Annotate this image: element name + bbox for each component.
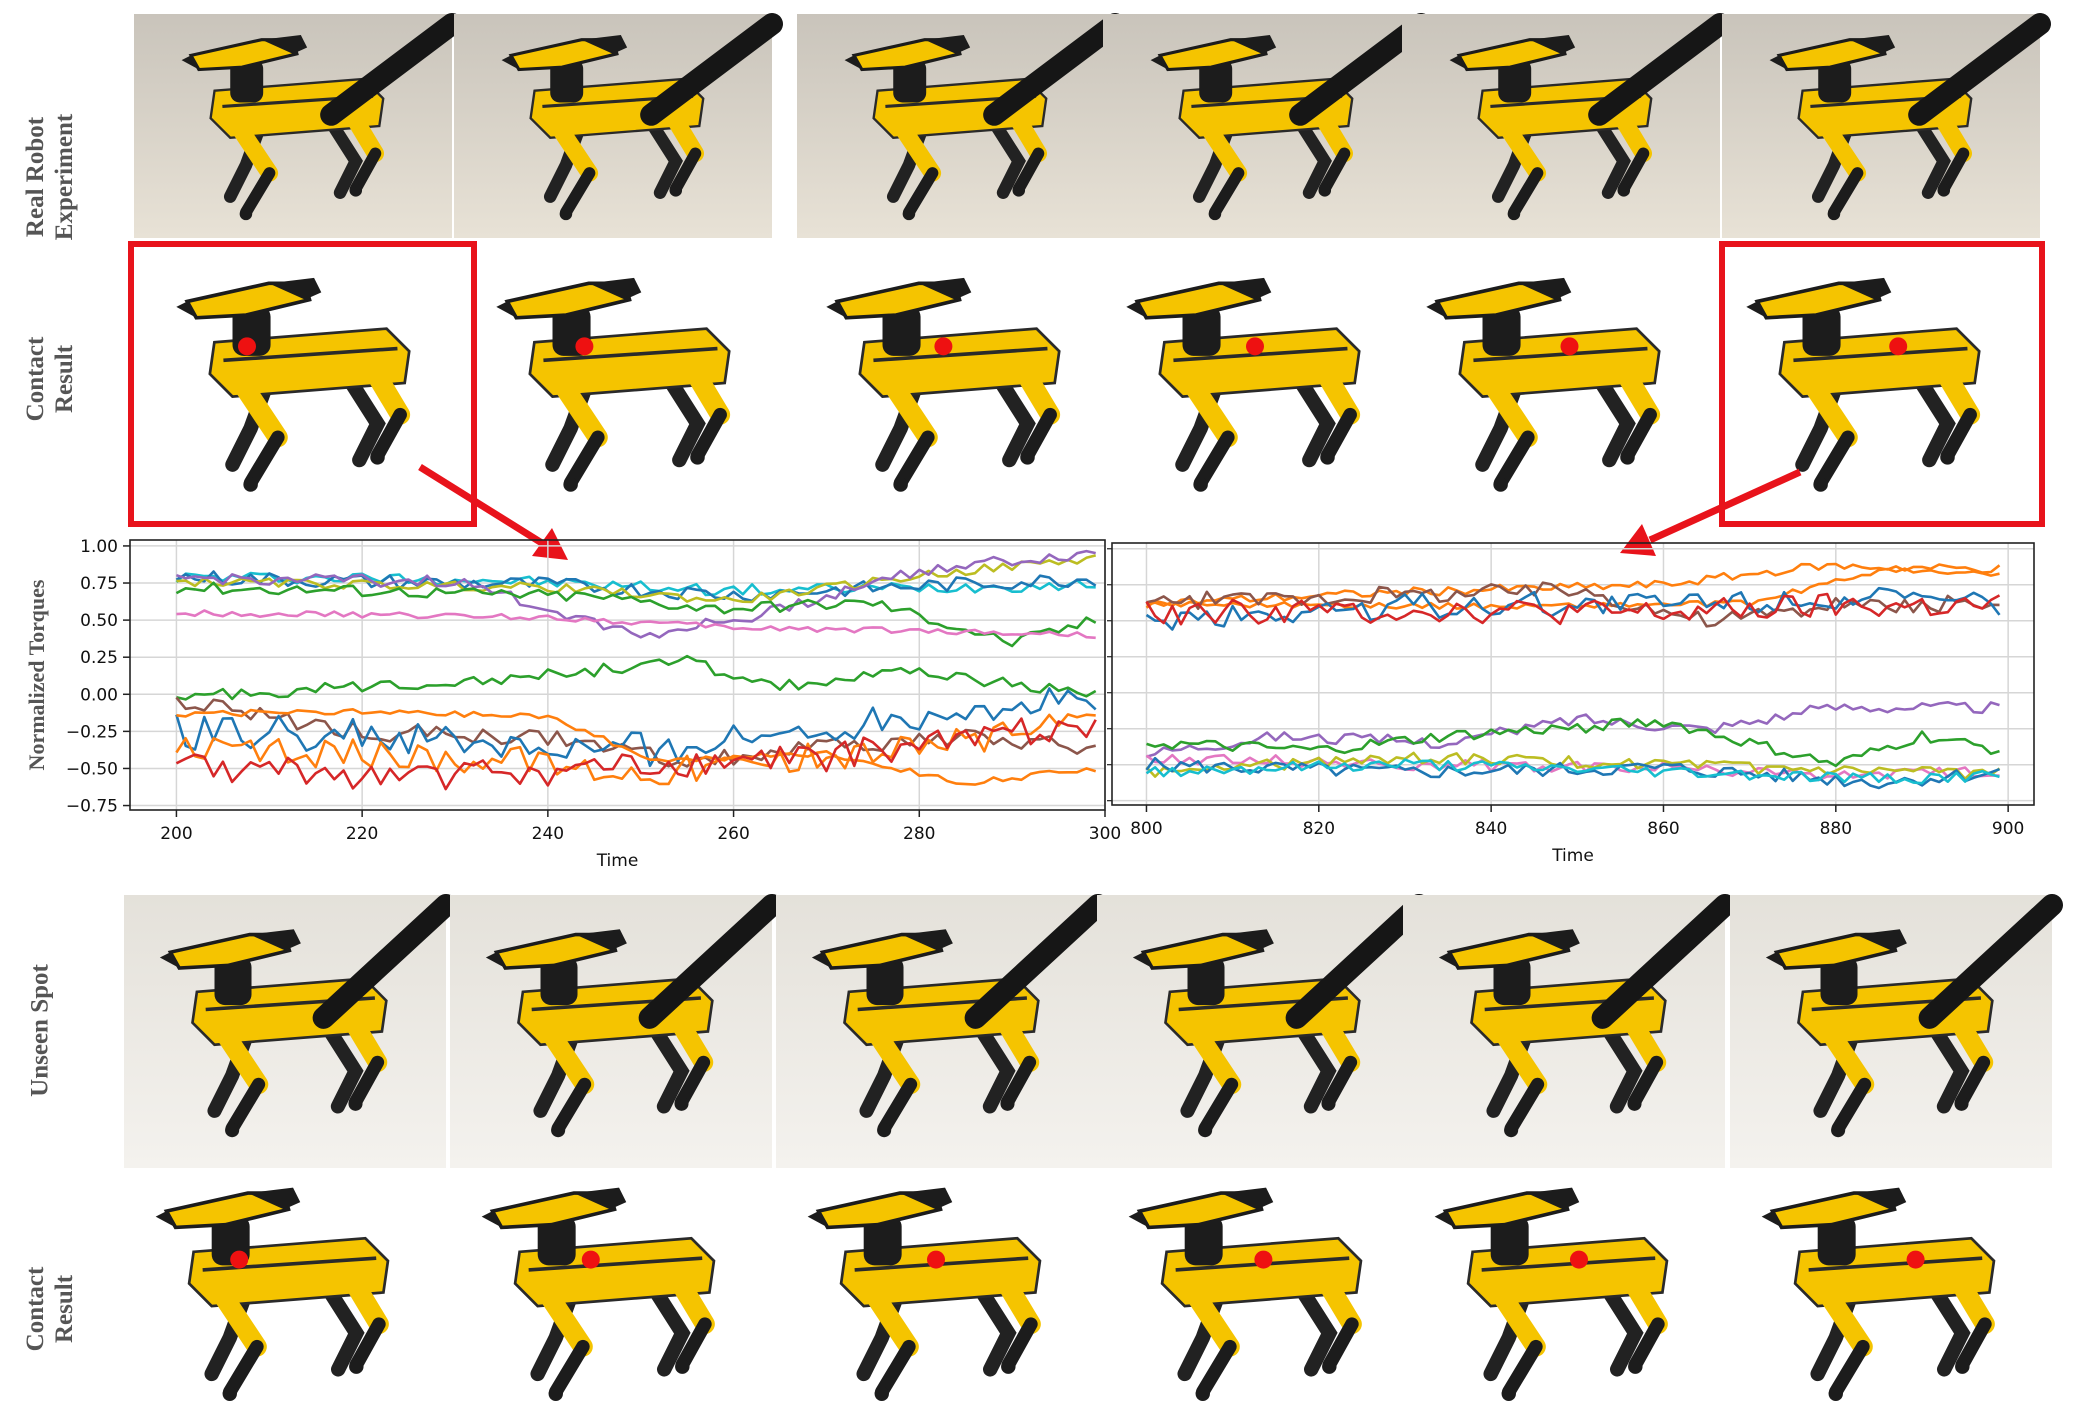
real-robot-photo-5 [1402, 13, 1731, 238]
series-line [1146, 701, 2000, 758]
contact-point-marker [1254, 1250, 1273, 1269]
series-line [175, 713, 1096, 786]
contact-point-marker [1560, 337, 1579, 356]
x-tick-label: 860 [1647, 819, 1679, 839]
x-axis-label: Time [596, 851, 639, 871]
series-line [175, 549, 1096, 639]
contact-point-marker [1246, 337, 1264, 356]
contact-point-marker [1570, 1250, 1588, 1269]
torque-chart-left: 200 220 240 260 280 300 1.00 0.75 0.50 0.25 0.00 −0… [66, 537, 1121, 871]
contact-result-bottom-2 [482, 1188, 714, 1401]
contact-point-marker [581, 1250, 600, 1269]
torque-chart-right: 800 820 840 860 880 900 Time [1107, 542, 2035, 866]
real-robot-photo-2 [454, 13, 783, 238]
arrow-right-to-chart [1620, 468, 1802, 556]
contact-point-marker [575, 337, 594, 356]
y-tick-label: −0.75 [66, 797, 118, 817]
y-tick-label: 0.50 [80, 611, 118, 631]
x-tick-label: 820 [1303, 819, 1335, 839]
series-line [176, 554, 1097, 604]
y-tick-label: −0.50 [66, 759, 118, 779]
y-tick-label: −0.25 [66, 722, 118, 742]
unseen-spot-photo-3 [776, 894, 1109, 1168]
real-robot-photo-1 [134, 13, 463, 238]
unseen-spot-photo-1 [124, 894, 457, 1168]
contact-result-top-4 [1126, 278, 1359, 492]
real-robot-photo-3 [797, 13, 1126, 238]
series-line [175, 687, 1097, 768]
y-tick-label: 1.00 [80, 537, 118, 557]
real-robot-photo-6 [1722, 13, 2051, 238]
contact-result-top-3 [826, 278, 1059, 492]
x-tick-label: 280 [903, 824, 935, 844]
real-robot-photo-row [134, 13, 2051, 238]
arrow-left-to-chart [418, 464, 568, 560]
series-line [1146, 567, 2000, 611]
unseen-spot-photo-row [124, 894, 2063, 1168]
x-tick-label: 840 [1475, 819, 1507, 839]
y-tick-label: 0.25 [80, 648, 118, 668]
y-tick-label: 0.75 [80, 574, 118, 594]
contact-result-top-6 [1746, 278, 1979, 492]
contact-point-marker [1906, 1250, 1925, 1269]
contact-result-bottom-5 [1435, 1188, 1667, 1401]
unseen-spot-photo-4 [1097, 894, 1430, 1168]
highlight-box-left [128, 241, 477, 527]
contact-point-marker [230, 1250, 249, 1269]
contact-result-bottom-6 [1762, 1188, 1994, 1401]
contact-result-top-2 [496, 278, 729, 492]
y-axis-label: Normalized Torques [24, 579, 49, 770]
series-line [176, 609, 1096, 640]
series-line [1145, 758, 2000, 785]
series-line [1145, 756, 2000, 790]
unseen-spot-photo-6 [1730, 894, 2063, 1168]
x-tick-label: 880 [1820, 819, 1852, 839]
contact-result-bottom-1 [156, 1188, 388, 1401]
unseen-spot-photo-5 [1403, 894, 1736, 1168]
highlight-box-right [1719, 241, 2045, 527]
contact-result-top-5 [1426, 278, 1659, 492]
series-line [175, 581, 1097, 648]
x-axis-label: Time [1551, 846, 1594, 866]
series-line [175, 570, 1097, 603]
contact-point-marker [927, 1250, 945, 1269]
series-line [176, 654, 1097, 701]
x-tick-label: 300 [1089, 824, 1121, 844]
series-line [1145, 562, 2001, 609]
series-line [175, 717, 1097, 791]
x-tick-label: 260 [717, 824, 749, 844]
real-robot-photo-4 [1103, 13, 1432, 238]
contact-result-top-1 [176, 278, 409, 492]
x-tick-label: 200 [160, 824, 192, 844]
contact-result-bottom-3 [808, 1188, 1040, 1401]
x-tick-label: 900 [1992, 819, 2024, 839]
y-tick-label: 0.00 [80, 685, 118, 705]
series-line [1145, 592, 2001, 626]
series-line [176, 708, 1097, 786]
x-tick-label: 240 [532, 824, 564, 844]
x-tick-label: 220 [346, 824, 378, 844]
unseen-spot-photo-2 [450, 894, 783, 1168]
contact-point-marker [1889, 337, 1908, 356]
contact-point-marker [934, 337, 953, 356]
contact-result-row-bottom [156, 1188, 1994, 1401]
contact-result-row-top [176, 278, 1979, 492]
x-tick-label: 800 [1130, 819, 1162, 839]
contact-point-marker [238, 337, 256, 356]
contact-result-bottom-4 [1129, 1188, 1361, 1401]
series-line [1146, 717, 2000, 768]
